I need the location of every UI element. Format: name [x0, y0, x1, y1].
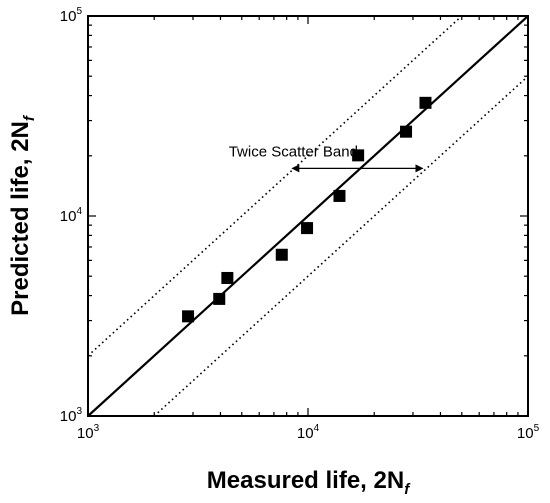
x-axis-label-main: Measured life, 2N [207, 467, 404, 494]
one-to-one-line [87, 15, 529, 417]
x-axis-label-subscript: f [404, 481, 411, 498]
scatter-band-annotation: Twice Scatter Band [229, 143, 424, 173]
axis-ticks [87, 16, 528, 417]
data-point [333, 189, 346, 202]
data-point [400, 125, 413, 138]
data-point [221, 271, 234, 284]
y-axis-label-main: Predicted life, 2N [7, 121, 34, 316]
y-axis-label: Predicted life, 2Nf [7, 114, 38, 316]
data-point [352, 149, 365, 162]
data-point [182, 310, 195, 323]
x-axis-label: Measured life, 2Nf [207, 467, 411, 498]
data-points [182, 96, 432, 323]
data-point [419, 96, 432, 109]
reference-lines [87, 15, 529, 417]
data-point [275, 248, 288, 261]
y-axis-label-subscript: f [21, 114, 38, 121]
x-tick-label: 105 [517, 423, 540, 442]
y-tick-label: 104 [60, 206, 83, 225]
arrow-head-left [291, 164, 300, 173]
data-point [213, 292, 226, 305]
scatter-band-label: Twice Scatter Band [229, 143, 358, 160]
x-tick-label: 104 [297, 423, 320, 442]
tick-labels: 103 104 105 103 104 105 [60, 6, 540, 442]
scatter-band-line [87, 15, 463, 357]
y-tick-label: 103 [60, 406, 83, 425]
y-tick-label: 105 [60, 6, 83, 25]
data-point [301, 222, 314, 235]
scatter-band-line [153, 75, 529, 417]
x-tick-label: 103 [77, 423, 100, 442]
arrow-head-right [415, 164, 424, 173]
